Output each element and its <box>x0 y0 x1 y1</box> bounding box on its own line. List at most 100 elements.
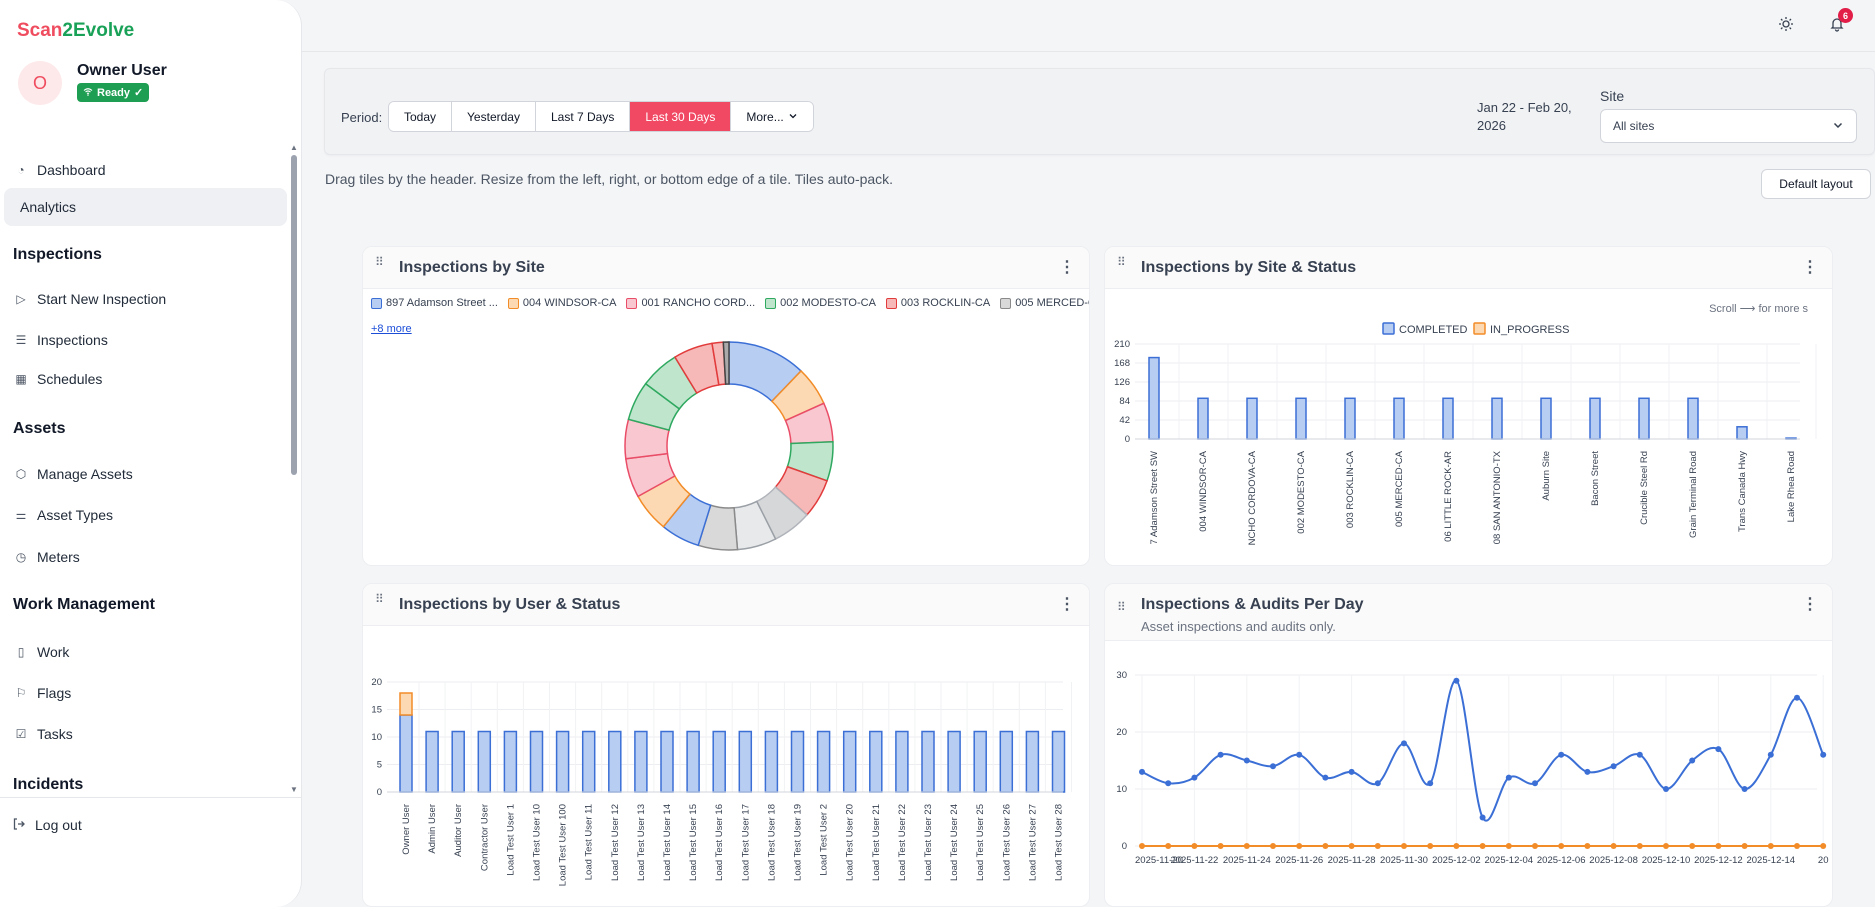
sidebar-item-manage-assets[interactable]: ⬡ Manage Assets <box>12 455 287 493</box>
data-point <box>1348 768 1355 775</box>
filter-bar: Period: Today Yesterday Last 7 Days Last 30… <box>324 68 1875 155</box>
period-more-button[interactable]: More... <box>731 102 813 131</box>
avatar[interactable]: O <box>18 61 62 105</box>
x-tick-label: NCHO CORDOVA-CA <box>1247 450 1258 545</box>
sidebar-item-inspections[interactable]: ☰ Inspections <box>12 321 287 359</box>
scroll-hint: Scroll ⟶ for more s <box>1709 303 1808 315</box>
x-tick-label: 2025-12-12 <box>1694 855 1743 866</box>
bar <box>999 730 1014 793</box>
more-vertical-icon[interactable]: ⋮ <box>1059 596 1075 613</box>
sidebar: Scan2Evolve O Owner User Ready ✓ ◔ Dashbo… <box>0 0 302 907</box>
x-tick-label: Lake Rhea Road <box>1786 451 1797 522</box>
sidebar-item-schedules[interactable]: ▦ Schedules <box>12 360 287 398</box>
logout-button[interactable]: Log out <box>12 806 82 844</box>
pie-slice <box>624 452 676 498</box>
data-point <box>1558 843 1565 849</box>
user-status-bar-chart: 0 5 10 15 20 Owner User Admin User Auditor User… <box>371 677 1072 886</box>
legend-item[interactable]: 897 Adamson Street ... <box>371 297 498 309</box>
pie-slice <box>644 356 698 410</box>
tile-inspections-audits-per-day: ⠿ Inspections & Audits Per Day Asset ins… <box>1104 583 1833 907</box>
x-tick-label: Load Test User 19 <box>793 804 804 881</box>
data-point <box>1348 843 1355 849</box>
bar <box>425 730 439 793</box>
x-tick-label: 2025-11-24 <box>1223 855 1271 866</box>
x-tick-label: 2025-11-20 <box>1135 855 1183 866</box>
bar <box>1442 397 1454 440</box>
sidebar-item-meters[interactable]: ◷ Meters <box>12 538 287 576</box>
more-vertical-icon[interactable]: ⋮ <box>1802 596 1818 613</box>
scroll-down-icon[interactable]: ▼ <box>290 785 298 794</box>
sidebar-item-asset-types[interactable]: ⚌ Asset Types <box>12 496 287 534</box>
legend-item[interactable]: 003 ROCKLIN-CA <box>885 297 990 309</box>
scroll-thumb[interactable] <box>291 155 297 475</box>
legend-item[interactable]: 005 MERCED-CA <box>1000 297 1089 309</box>
data-point <box>1584 843 1591 849</box>
period-last-30-days-button[interactable]: Last 30 Days <box>630 102 732 131</box>
bar <box>712 730 726 793</box>
brand-part-2: 2Evolve <box>62 20 135 41</box>
data-point <box>1479 843 1486 849</box>
period-today-button[interactable]: Today <box>389 102 453 131</box>
pie-slice <box>636 474 691 528</box>
bar <box>738 730 753 793</box>
legend-item[interactable]: 004 WINDSOR-CA <box>507 297 616 309</box>
tile-header[interactable]: ⠿ Inspections by Site & Status ⋮ <box>1105 247 1832 289</box>
drag-handle-icon[interactable]: ⠿ <box>375 255 384 269</box>
box-icon: ⬡ <box>15 467 27 481</box>
pie-slice <box>770 369 825 422</box>
data-point <box>1270 843 1276 849</box>
tile-header[interactable]: ⠿ Inspections & Audits Per Day Asset ins… <box>1105 584 1832 641</box>
bar <box>921 730 935 793</box>
data-point <box>1689 757 1696 764</box>
status-text: Ready <box>97 86 131 99</box>
y-tick-label: 0 <box>1125 434 1130 445</box>
drag-handle-icon[interactable]: ⠿ <box>375 592 384 606</box>
data-point <box>1741 786 1748 792</box>
site-select[interactable]: All sites <box>1600 109 1857 143</box>
sidebar-item-tasks[interactable]: ☑ Tasks <box>12 715 287 753</box>
legend-item[interactable]: 002 MODESTO-CA <box>765 297 876 309</box>
legend-label: IN_PROGRESS <box>1490 324 1569 336</box>
scroll-up-icon[interactable]: ▲ <box>290 143 298 152</box>
brand-logo[interactable]: Scan2Evolve <box>17 20 134 42</box>
period-yesterday-button[interactable]: Yesterday <box>452 102 536 131</box>
tile-header[interactable]: ⠿ Inspections by Site ⋮ <box>363 247 1089 289</box>
sidebar-item-dashboard[interactable]: ◔ Dashboard <box>12 151 287 189</box>
data-point <box>1794 843 1800 849</box>
x-tick-label: Load Test User 17 <box>740 804 751 881</box>
period-last-7-days-button[interactable]: Last 7 Days <box>535 102 631 131</box>
y-tick-label: 0 <box>377 787 382 798</box>
sidebar-item-analytics[interactable]: Analytics <box>4 188 287 226</box>
data-point <box>1505 774 1512 781</box>
notifications-button[interactable]: 6 <box>1819 8 1855 44</box>
x-tick-label: 06 LITTLE ROCK-AR <box>1443 451 1454 542</box>
drag-handle-icon[interactable]: ⠿ <box>1117 600 1126 614</box>
y-tick-label: 20 <box>371 677 382 688</box>
tile-header[interactable]: ⠿ Inspections by User & Status ⋮ <box>363 584 1089 626</box>
bar <box>842 730 857 793</box>
more-vertical-icon[interactable]: ⋮ <box>1802 259 1818 276</box>
data-point <box>1322 774 1329 781</box>
bar <box>581 730 596 793</box>
legend-swatch <box>507 297 519 309</box>
pie-slice <box>624 418 670 460</box>
tile-title: Inspections & Audits Per Day <box>1141 596 1364 613</box>
x-tick-label: 2025-11-28 <box>1328 855 1376 866</box>
more-legend-link[interactable]: +8 more <box>371 323 412 335</box>
period-label: Yesterday <box>467 109 520 124</box>
bar <box>1687 397 1699 440</box>
bar <box>764 730 779 793</box>
logout-label: Log out <box>35 817 82 833</box>
default-layout-button[interactable]: Default layout <box>1761 169 1871 199</box>
notification-count-badge: 6 <box>1838 8 1853 23</box>
drag-handle-icon[interactable]: ⠿ <box>1117 255 1126 269</box>
sidebar-item-start-new-inspection[interactable]: ▷ Start New Inspection <box>12 280 287 318</box>
bar <box>634 730 648 793</box>
legend-item[interactable]: 001 RANCHO CORD... <box>626 297 755 309</box>
sidebar-item-flags[interactable]: ⚐ Flags <box>12 674 287 712</box>
bar <box>1344 397 1356 440</box>
sidebar-item-label: Dashboard <box>37 162 106 178</box>
sidebar-item-work[interactable]: ▯ Work <box>12 633 287 671</box>
theme-toggle-button[interactable] <box>1768 8 1804 44</box>
more-vertical-icon[interactable]: ⋮ <box>1059 259 1075 276</box>
